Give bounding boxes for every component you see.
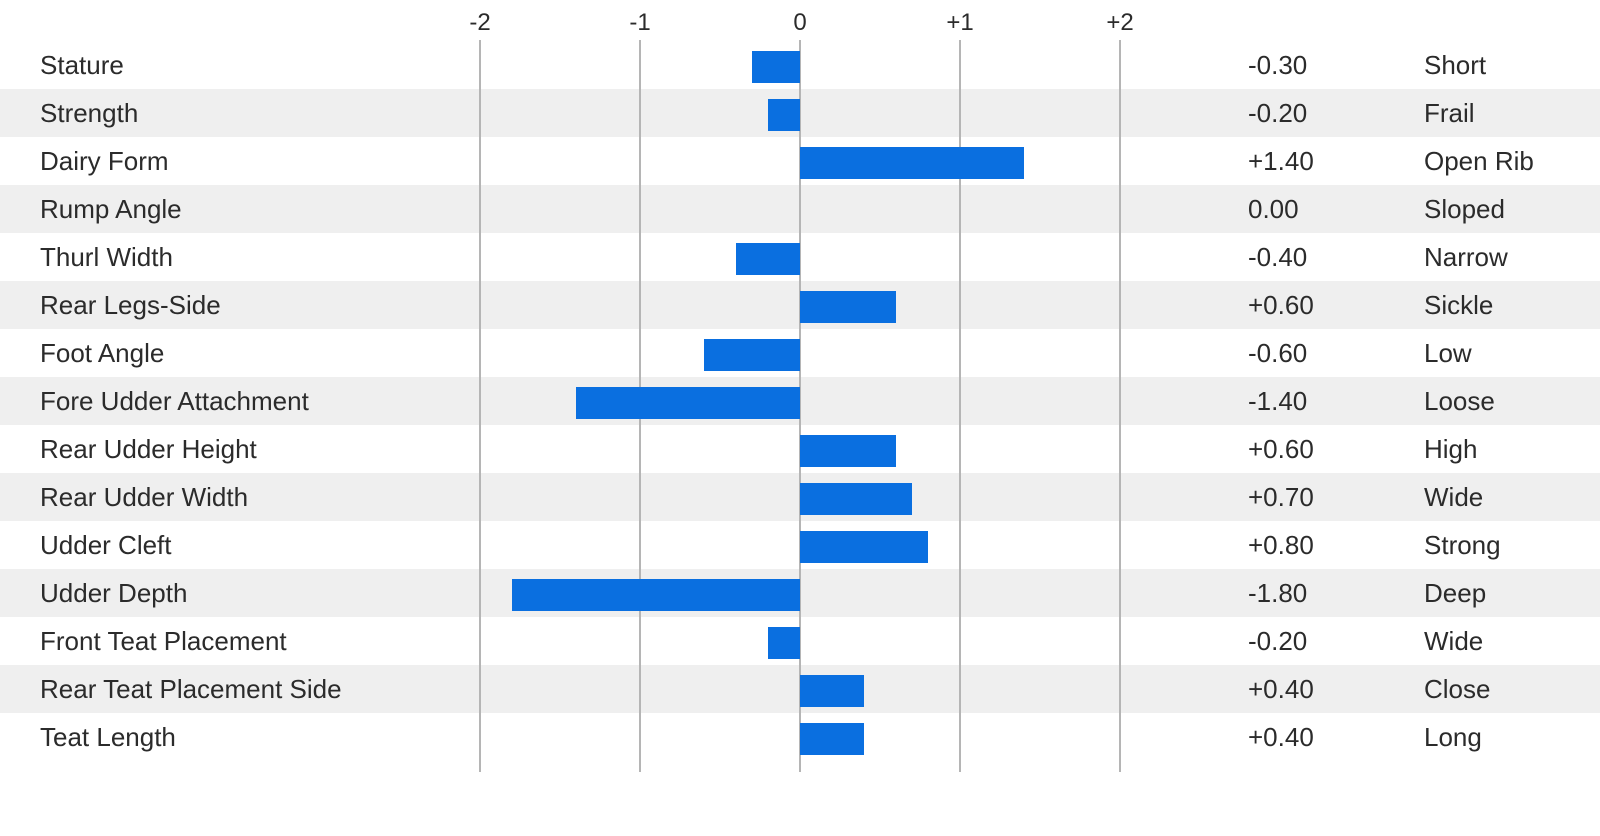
descriptor-label: Low <box>1424 338 1472 368</box>
value-label: +1.40 <box>1248 146 1314 176</box>
trait-label: Rear Legs-Side <box>40 290 221 320</box>
bar-udder-depth <box>512 579 800 611</box>
x-tick-label: +2 <box>1106 9 1133 36</box>
value-label: -0.30 <box>1248 50 1307 80</box>
value-label: 0.00 <box>1248 194 1299 224</box>
trait-label: Thurl Width <box>40 242 173 272</box>
descriptor-label: Deep <box>1424 578 1486 608</box>
descriptor-label: Loose <box>1424 386 1495 416</box>
x-tick-label: +1 <box>946 9 973 36</box>
value-label: -1.40 <box>1248 386 1307 416</box>
trait-label: Fore Udder Attachment <box>40 386 310 416</box>
value-label: -0.20 <box>1248 98 1307 128</box>
bar-thurl-width <box>736 243 800 275</box>
descriptor-label: Short <box>1424 50 1487 80</box>
row-labels: Stature -0.30 Short Strength -0.20 Frail Dairy… <box>40 50 1534 752</box>
bar-rear-udder-height <box>800 435 896 467</box>
trait-label: Rear Udder Width <box>40 482 248 512</box>
bar-fore-udder-attachment <box>576 387 800 419</box>
trait-label: Strength <box>40 98 138 128</box>
bar-rear-udder-width <box>800 483 912 515</box>
bar-teat-length <box>800 723 864 755</box>
trait-label: Stature <box>40 50 124 80</box>
value-label: +0.40 <box>1248 722 1314 752</box>
descriptor-label: Close <box>1424 674 1490 704</box>
value-label: +0.80 <box>1248 530 1314 560</box>
descriptor-label: Sickle <box>1424 290 1493 320</box>
trait-label: Rear Udder Height <box>40 434 258 464</box>
x-tick-label: -2 <box>469 9 490 36</box>
x-tick-label: -1 <box>629 9 650 36</box>
trait-label: Teat Length <box>40 722 176 752</box>
descriptor-label: Long <box>1424 722 1482 752</box>
bar-dairy-form <box>800 147 1024 179</box>
bar-strength <box>768 99 800 131</box>
value-label: +0.60 <box>1248 434 1314 464</box>
axis-tick-labels: -2 -1 0 +1 +2 <box>469 9 1133 36</box>
bar-rear-legs-side <box>800 291 896 323</box>
descriptor-label: Strong <box>1424 530 1501 560</box>
trait-label: Udder Depth <box>40 578 187 608</box>
value-label: -0.60 <box>1248 338 1307 368</box>
descriptor-label: High <box>1424 434 1477 464</box>
bar-rear-teat-placement-side <box>800 675 864 707</box>
trait-label: Front Teat Placement <box>40 626 287 656</box>
descriptor-label: Wide <box>1424 626 1483 656</box>
descriptor-label: Sloped <box>1424 194 1505 224</box>
descriptor-label: Open Rib <box>1424 146 1534 176</box>
trait-label: Foot Angle <box>40 338 164 368</box>
x-tick-label: 0 <box>793 9 806 36</box>
value-label: +0.40 <box>1248 674 1314 704</box>
bar-udder-cleft <box>800 531 928 563</box>
bar-stature <box>752 51 800 83</box>
bars <box>512 51 1024 755</box>
descriptor-label: Narrow <box>1424 242 1508 272</box>
trait-label: Dairy Form <box>40 146 169 176</box>
bar-foot-angle <box>704 339 800 371</box>
trait-label: Udder Cleft <box>40 530 172 560</box>
value-label: +0.60 <box>1248 290 1314 320</box>
trait-label: Rump Angle <box>40 194 182 224</box>
descriptor-label: Wide <box>1424 482 1483 512</box>
descriptor-label: Frail <box>1424 98 1475 128</box>
trait-label: Rear Teat Placement Side <box>40 674 342 704</box>
value-label: -1.80 <box>1248 578 1307 608</box>
bar-front-teat-placement <box>768 627 800 659</box>
value-label: -0.20 <box>1248 626 1307 656</box>
value-label: -0.40 <box>1248 242 1307 272</box>
value-label: +0.70 <box>1248 482 1314 512</box>
